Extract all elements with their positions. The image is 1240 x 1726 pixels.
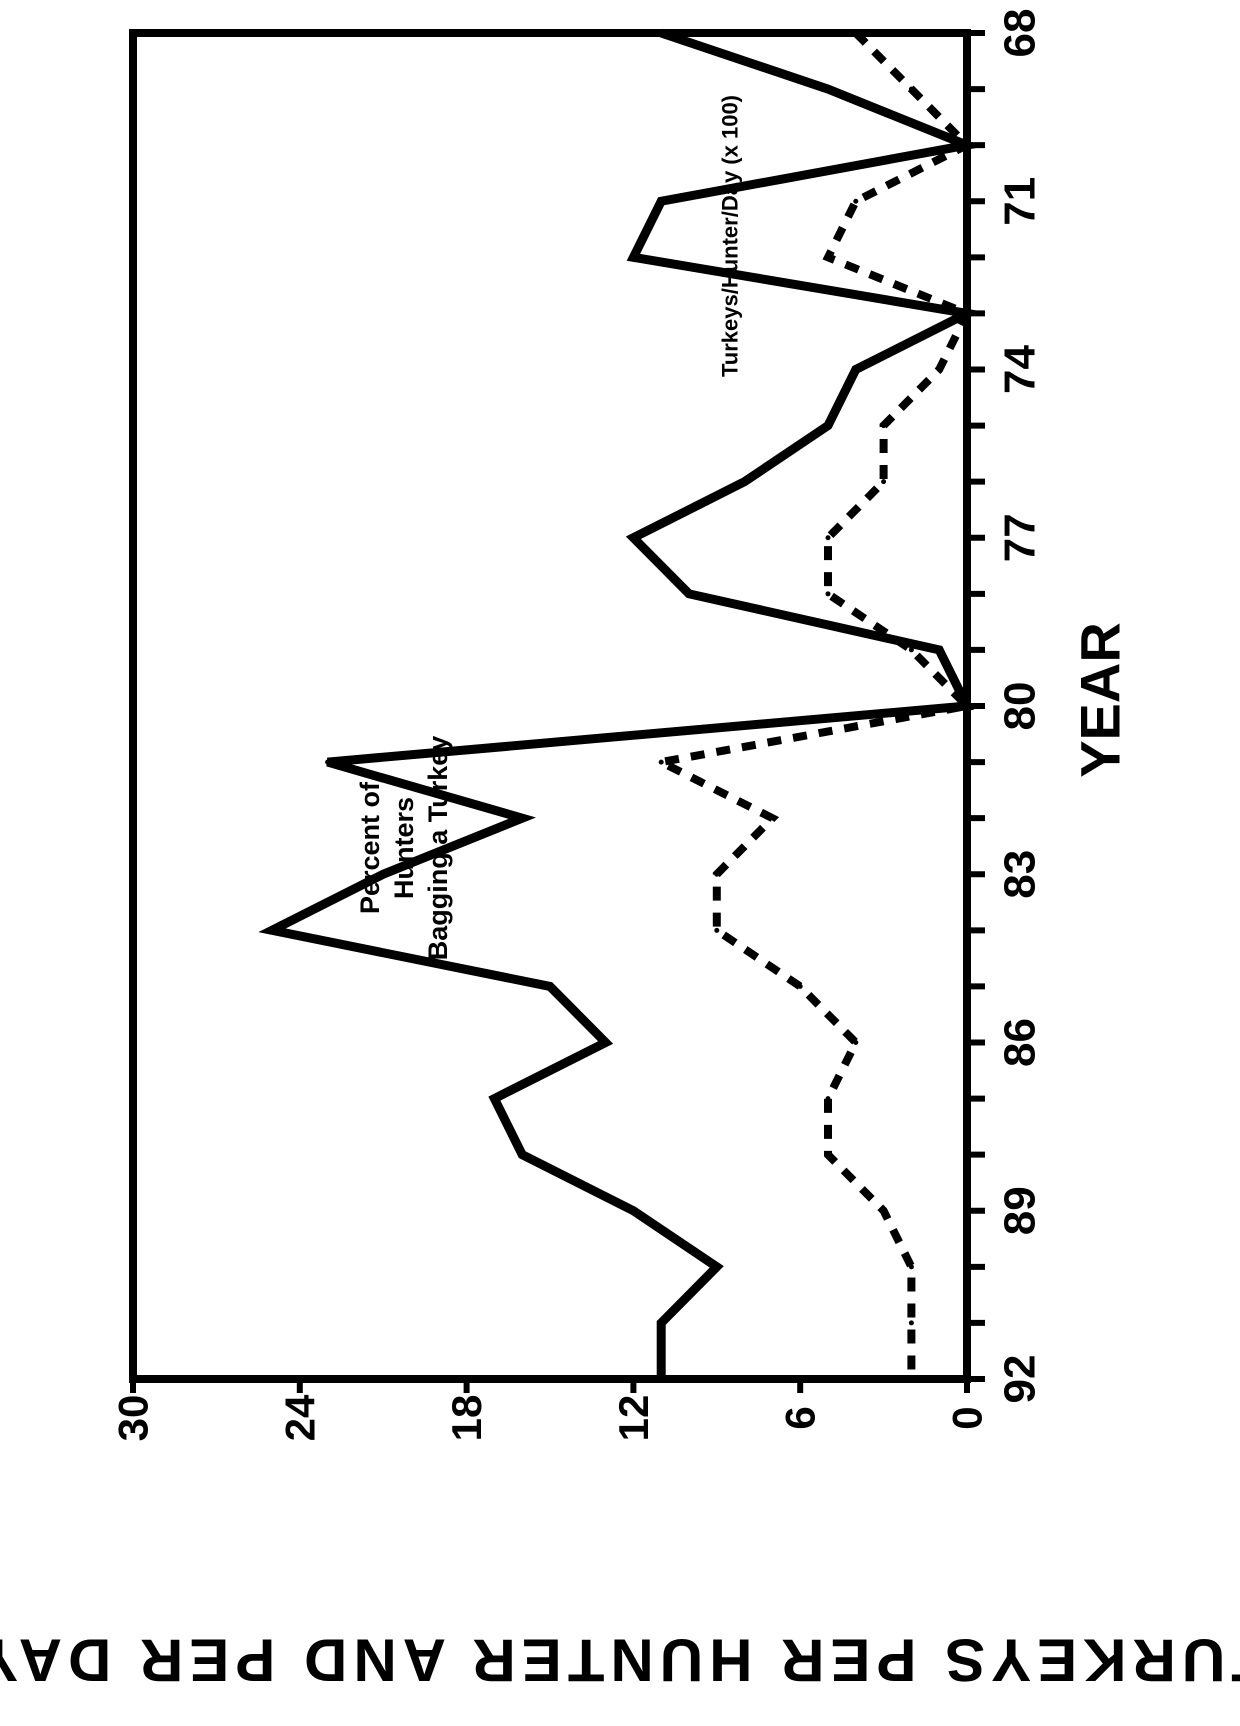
point-percent-bagging: [853, 367, 859, 372]
x-tick-label: 86: [996, 1018, 1045, 1067]
point-turkeys-per-day: [881, 1208, 887, 1214]
point-percent-bagging: [825, 86, 831, 92]
point-turkeys-per-day: [853, 30, 859, 36]
point-turkeys-per-day: [964, 142, 970, 148]
series-line-percent-bagging: [258, 28, 984, 1379]
labels-layer: 68 71 74 77 80 83 86 89 920 6 12 18 24 30 YEAR TURKEYS …: [0, 9, 1240, 1694]
point-turkeys-per-day: [908, 1320, 914, 1326]
point-turkeys-per-day: [769, 815, 775, 821]
x-tick-label: 71: [996, 177, 1045, 226]
point-percent-bagging: [380, 871, 386, 877]
y-tick-label: 30: [110, 1395, 157, 1442]
point-percent-bagging: [686, 591, 692, 597]
y-axis-title: TURKEYS PER HUNTER AND PER DAY: [0, 1627, 1240, 1694]
point-percent-bagging: [547, 983, 553, 989]
y-tick-label: 6: [777, 1406, 824, 1429]
point-turkeys-per-day: [658, 759, 664, 765]
point-percent-bagging: [936, 647, 942, 653]
annotation-percent-bagging: Hunters: [389, 797, 419, 899]
x-tick-label: 80: [996, 682, 1045, 731]
point-percent-bagging: [714, 1264, 720, 1270]
point-percent-bagging: [630, 535, 636, 541]
point-turkeys-per-day: [908, 647, 914, 653]
series-layer: [258, 28, 984, 1382]
x-tick-label: 74: [996, 345, 1045, 394]
point-percent-bagging: [269, 927, 275, 933]
point-turkeys-per-day: [714, 927, 720, 933]
point-turkeys-per-day: [908, 1376, 914, 1382]
point-turkeys-per-day: [853, 1040, 859, 1045]
x-tick-label: 89: [996, 1186, 1045, 1235]
point-turkeys-per-day: [825, 1152, 831, 1158]
point-turkeys-per-day: [881, 423, 887, 429]
point-turkeys-per-day: [853, 198, 859, 204]
x-tick-label: 77: [996, 513, 1045, 562]
point-turkeys-per-day: [964, 703, 970, 709]
point-percent-bagging: [658, 1376, 664, 1382]
x-tick-label: 68: [996, 9, 1045, 58]
point-turkeys-per-day: [936, 367, 942, 372]
point-percent-bagging: [491, 1096, 497, 1102]
point-turkeys-per-day: [714, 871, 720, 877]
point-turkeys-per-day: [825, 535, 831, 541]
point-turkeys-per-day: [881, 479, 887, 485]
y-tick-label: 24: [276, 1394, 323, 1441]
point-percent-bagging: [658, 1320, 664, 1326]
annotation-percent-bagging: Bagging a Turkey: [423, 736, 453, 961]
x-tick-label: 92: [996, 1355, 1045, 1404]
point-percent-bagging: [603, 1040, 609, 1045]
point-turkeys-per-day: [825, 591, 831, 597]
x-axis-title: YEAR: [1069, 622, 1132, 778]
y-tick-label: 12: [610, 1395, 657, 1442]
point-percent-bagging: [658, 198, 664, 204]
x-tick-label: 83: [996, 850, 1045, 899]
point-turkeys-per-day: [825, 254, 831, 260]
point-turkeys-per-day: [908, 1264, 914, 1270]
point-turkeys-per-day: [797, 983, 803, 989]
point-percent-bagging: [825, 423, 831, 429]
point-percent-bagging: [742, 479, 748, 485]
point-percent-bagging: [325, 759, 331, 765]
point-turkeys-per-day: [908, 86, 914, 92]
y-tick-label: 0: [944, 1406, 991, 1429]
annotation-turkeys-per-day: Turkeys/Hunter/Day (x 100): [718, 95, 743, 377]
point-percent-bagging: [658, 30, 664, 36]
point-percent-bagging: [630, 1208, 636, 1214]
point-percent-bagging: [519, 815, 525, 821]
point-turkeys-per-day: [825, 1096, 831, 1102]
point-turkeys-per-day: [964, 310, 970, 316]
y-tick-label: 18: [443, 1395, 490, 1442]
annotation-percent-bagging: Percent of: [355, 781, 385, 914]
point-percent-bagging: [630, 254, 636, 260]
point-percent-bagging: [519, 1152, 525, 1158]
